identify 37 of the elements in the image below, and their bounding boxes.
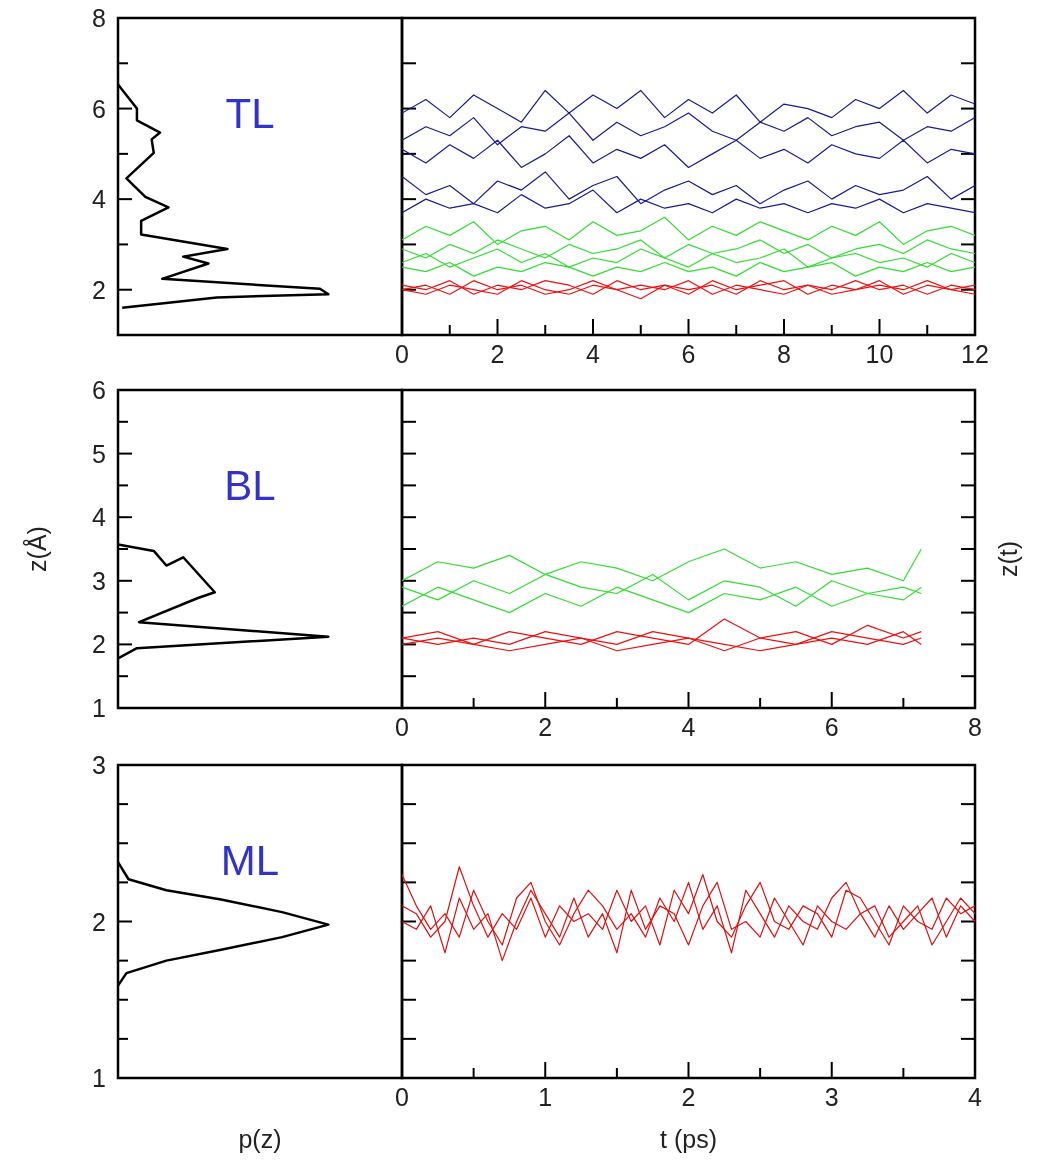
x-tick-label: 2 [490,340,505,368]
y-tick-label: 8 [92,4,106,32]
x-tick-label: 12 [961,340,989,368]
x-tick-label: 4 [586,340,601,368]
x-tick-label: 0 [395,713,409,741]
x-tick-label: 2 [681,1083,696,1111]
y-axis-title: z(Å) [22,526,51,572]
x-tick-label: 3 [824,1083,839,1111]
y-tick-label: 2 [92,630,106,659]
y-tick-label: 3 [92,751,106,779]
y2-axis-title: z(t) [994,540,1022,578]
x-tick-label: 4 [681,713,696,741]
x-axis-title: p(z) [238,1125,282,1153]
y-tick-label: 1 [92,694,106,722]
x-tick-label: 6 [824,713,839,741]
y-tick-label: 3 [92,566,106,595]
annotation: TL [225,90,275,137]
x-tick-label: 4 [968,1083,983,1111]
y-tick-label: 4 [92,185,107,214]
y-tick-label: 1 [92,1064,106,1092]
y-tick-label: 2 [92,907,106,936]
x-axis-title: t (ps) [660,1125,717,1153]
x-tick-label: 1 [538,1083,553,1111]
annotation: BL [224,462,276,509]
y-tick-label: 6 [92,376,106,404]
y-tick-label: 2 [92,275,106,304]
x-tick-label: 8 [777,340,791,368]
x-tick-label: 6 [681,340,696,368]
y-tick-label: 5 [92,439,106,468]
y-tick-label: 6 [92,94,106,123]
annotation: ML [220,837,280,884]
x-tick-label: 2 [538,713,553,741]
y-tick-label: 4 [92,503,107,532]
x-tick-label: 10 [865,340,894,368]
x-tick-label: 0 [395,340,409,368]
x-tick-label: 0 [395,1083,409,1111]
x-tick-label: 8 [968,713,982,741]
